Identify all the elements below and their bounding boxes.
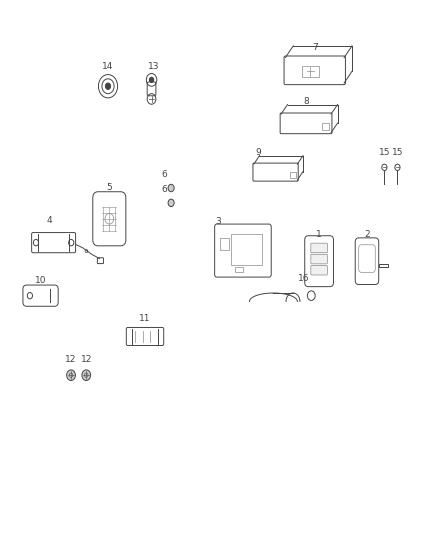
FancyBboxPatch shape — [311, 243, 327, 253]
FancyBboxPatch shape — [311, 254, 327, 264]
Circle shape — [106, 83, 111, 90]
Text: 6: 6 — [162, 185, 167, 194]
Text: 5: 5 — [106, 183, 112, 192]
Circle shape — [82, 370, 91, 381]
Text: 7: 7 — [312, 43, 318, 52]
Text: 13: 13 — [148, 62, 159, 71]
Text: 12: 12 — [81, 355, 92, 364]
Text: 15: 15 — [392, 148, 403, 157]
Bar — [290, 172, 296, 178]
Bar — [379, 264, 389, 267]
Text: 9: 9 — [255, 148, 261, 157]
Text: 14: 14 — [102, 62, 114, 71]
Circle shape — [149, 77, 154, 83]
Bar — [322, 123, 329, 130]
Text: 16: 16 — [298, 274, 310, 284]
Text: 11: 11 — [139, 314, 151, 323]
Bar — [231, 233, 262, 265]
Circle shape — [168, 184, 174, 192]
Bar — [235, 266, 243, 272]
Bar — [220, 238, 230, 250]
Circle shape — [67, 370, 75, 381]
Circle shape — [168, 199, 174, 207]
Text: 1: 1 — [316, 230, 322, 239]
Text: 4: 4 — [46, 216, 52, 225]
Text: 15: 15 — [378, 148, 390, 157]
Text: 10: 10 — [35, 276, 46, 285]
Text: 12: 12 — [65, 355, 77, 364]
Text: 3: 3 — [215, 217, 221, 225]
Bar — [302, 66, 319, 77]
Text: 2: 2 — [364, 230, 370, 239]
Text: 6: 6 — [162, 170, 167, 179]
FancyBboxPatch shape — [311, 265, 327, 275]
Text: 8: 8 — [303, 98, 309, 107]
